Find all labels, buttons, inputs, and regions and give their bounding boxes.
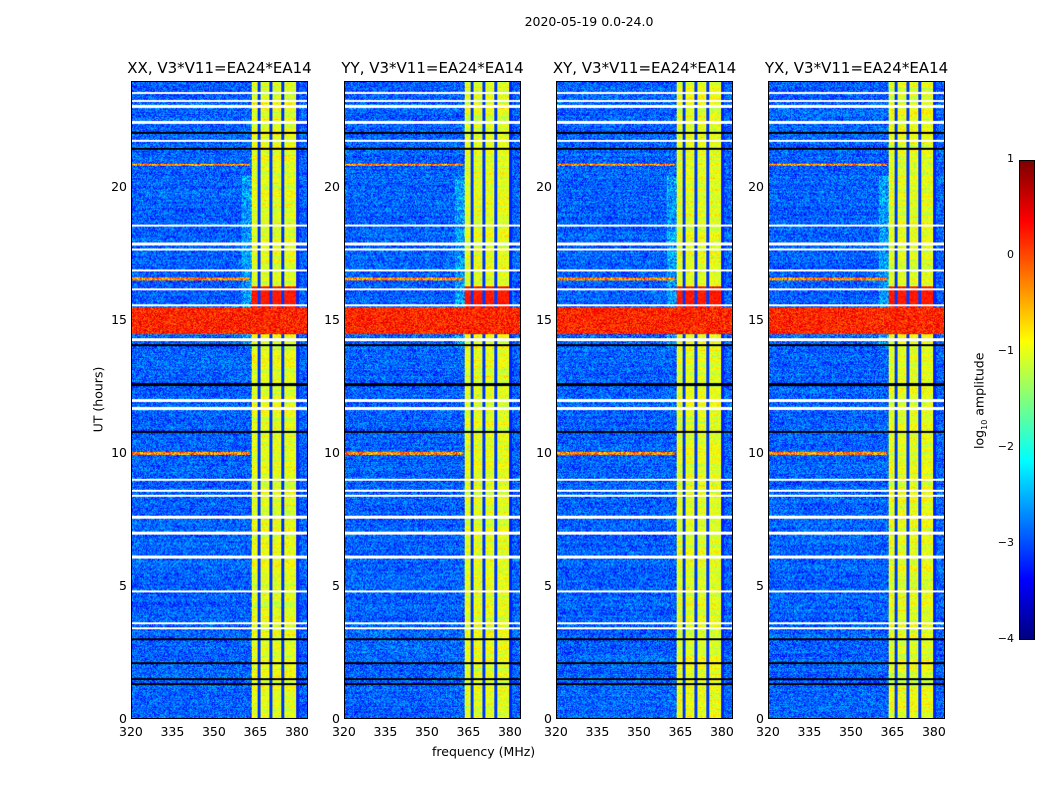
x-tick-label: 380 <box>921 724 946 739</box>
spectrogram-panel <box>344 81 521 719</box>
y-tick-label: 10 <box>536 445 552 461</box>
x-axis-label: frequency (MHz) <box>432 744 536 759</box>
x-tick-label: 350 <box>626 724 651 739</box>
colorbar <box>1019 160 1035 640</box>
y-tick-label: 0 <box>332 711 340 726</box>
colorbar-label: log10 amplitude <box>971 352 989 449</box>
y-tick-label: 20 <box>748 179 764 195</box>
figure-title: 2020-05-19 0.0-24.0 <box>524 14 654 29</box>
spectrogram-panel <box>131 81 308 719</box>
x-tick-label: 380 <box>284 724 309 739</box>
y-tick-label: 10 <box>748 445 764 461</box>
x-tick-label: 380 <box>497 724 522 739</box>
panel-title: XY, V3*V11=EA24*EA14 <box>552 59 737 77</box>
y-tick-label: 15 <box>324 312 340 328</box>
y-tick-label: 15 <box>748 312 764 328</box>
colorbar-tick-label: −1 <box>997 344 1014 357</box>
y-tick-label: 0 <box>119 711 127 726</box>
y-tick-label: 15 <box>111 312 127 328</box>
y-tick-label: 0 <box>756 711 764 726</box>
x-tick-label: 350 <box>414 724 439 739</box>
y-tick-label: 20 <box>111 179 127 195</box>
x-tick-label: 365 <box>880 724 905 739</box>
x-tick-label: 320 <box>332 724 356 739</box>
panel-title: YX, V3*V11=EA24*EA14 <box>764 59 949 77</box>
y-tick-label: 0 <box>544 711 552 726</box>
colorbar-tick-label: 0 <box>1007 248 1014 261</box>
spectrogram-panel <box>556 81 733 719</box>
x-tick-label: 365 <box>456 724 481 739</box>
spectrogram-panel <box>768 81 945 719</box>
y-tick-label: 5 <box>756 578 764 594</box>
x-tick-label: 320 <box>119 724 143 739</box>
x-tick-label: 335 <box>160 724 185 739</box>
x-tick-label: 320 <box>756 724 780 739</box>
panel-title: YY, V3*V11=EA24*EA14 <box>341 59 524 77</box>
y-tick-label: 5 <box>544 578 552 594</box>
colorbar-tick-label: −2 <box>997 440 1014 453</box>
y-tick-label: 15 <box>536 312 552 328</box>
y-tick-label: 20 <box>324 179 340 195</box>
x-tick-label: 365 <box>243 724 268 739</box>
colorbar-tick-label: −3 <box>997 536 1014 549</box>
x-tick-label: 365 <box>668 724 693 739</box>
panel-title: XX, V3*V11=EA24*EA14 <box>127 59 312 77</box>
colorbar-tick-label: −4 <box>997 632 1014 645</box>
y-tick-label: 5 <box>332 578 340 594</box>
x-tick-label: 350 <box>838 724 863 739</box>
x-tick-label: 335 <box>585 724 610 739</box>
x-tick-label: 335 <box>373 724 398 739</box>
x-tick-label: 320 <box>544 724 568 739</box>
x-tick-label: 335 <box>797 724 822 739</box>
x-tick-label: 350 <box>201 724 226 739</box>
y-tick-label: 10 <box>324 445 340 461</box>
y-tick-label: 10 <box>111 445 127 461</box>
x-tick-label: 380 <box>709 724 734 739</box>
colorbar-tick-label: 1 <box>1007 152 1014 165</box>
y-axis-label: UT (hours) <box>90 366 106 433</box>
y-tick-label: 20 <box>536 179 552 195</box>
y-tick-label: 5 <box>119 578 127 594</box>
